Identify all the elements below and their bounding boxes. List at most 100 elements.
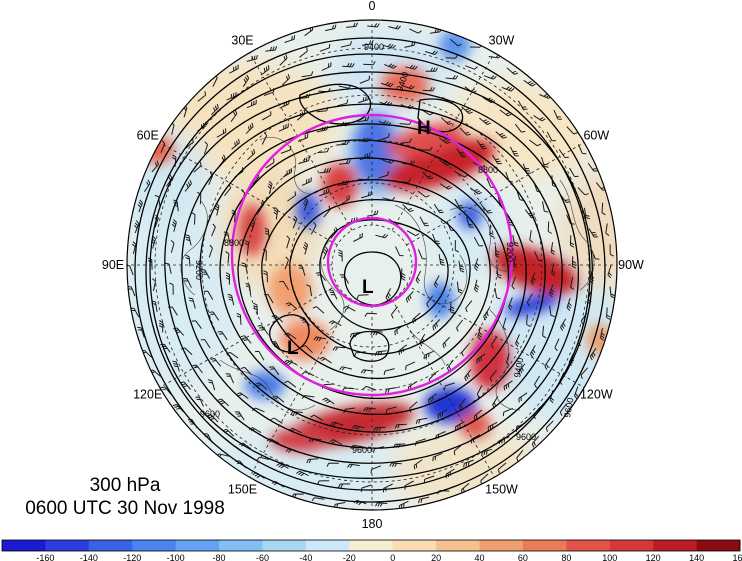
wind-barb [373,426,386,432]
wind-barb [398,500,409,510]
wind-barb [284,256,289,270]
wind-barb [349,331,362,338]
wind-barb [236,312,242,325]
wind-barb [260,65,270,76]
colorbar-tick-label: 20 [431,553,441,561]
wind-barb [357,116,370,123]
meridian-line [159,284,338,388]
wind-barb [279,280,290,291]
colorbar-swatch [609,540,654,551]
contour-label: 9400 [512,357,525,378]
wind-barb [313,336,327,342]
colorbar-swatch [392,540,437,551]
colorbar-tick-label: -140 [80,553,98,561]
wind-barb [164,262,172,274]
wind-barb [531,435,540,448]
wind-barb [180,381,191,390]
colorbar-tick-label: -60 [256,553,269,561]
colorbar-tick-label: 140 [689,553,704,561]
wind-barb [254,350,265,361]
wind-barb [425,50,438,55]
wind-barb [554,338,560,352]
wind-barb [310,414,323,421]
wind-barb [461,106,473,114]
wind-barb [150,235,156,249]
colorbar-swatch [349,540,394,551]
wind-barb [413,459,423,470]
wind-barb [405,361,416,371]
wind-barb [216,128,227,138]
wind-barb [298,156,310,164]
wind-barb [406,230,420,237]
wind-barb [301,177,312,186]
map-disc [126,19,618,511]
wind-barb [137,326,145,338]
wind-barb [170,240,175,253]
wind-barb [173,199,179,212]
wind-barb [508,297,513,311]
wind-barb [456,281,463,294]
wind-barb [208,244,213,258]
wind-barb [506,67,519,75]
longitude-label: 30W [489,34,515,48]
wind-barb [362,385,376,391]
wind-barb [185,254,191,267]
wind-barb [473,409,483,421]
longitude-label: 60W [583,129,609,143]
wind-barb [432,319,441,331]
wind-barb [420,146,433,151]
wind-barb [394,423,407,429]
wind-barb [600,328,605,341]
wind-barb [195,396,204,407]
contour-labels: 9400 9400 8800 8800 9200 9600 9600 9600 … [194,42,575,455]
wind-barb [271,341,281,351]
wind-barb [459,127,471,136]
wind-barb [450,301,455,315]
wind-barb [378,120,392,126]
wind-barb [329,439,343,445]
wind-barb [419,126,433,132]
wind-barb [454,198,464,209]
wind-barb [375,233,389,239]
colorbar-swatch [653,540,698,551]
wind-barb [522,163,531,174]
longitude-label: 0 [369,0,376,13]
wind-barb [229,64,239,74]
meridian-line [159,142,338,246]
wind-barb [512,234,519,247]
wind-barb [319,43,331,52]
wind-barb [319,167,332,174]
contour-label: 9600 [562,397,575,418]
colorbar-swatch [262,540,307,551]
wind-barb [550,242,555,255]
low-center-label: L [362,277,374,298]
wind-barb [276,462,289,469]
wind-barb [588,228,599,238]
wind-barb [191,212,196,225]
wind-barb [390,306,398,319]
wind-barb [526,293,533,307]
wind-barb [217,331,228,341]
wind-barb [322,246,329,260]
wind-barb [152,278,156,291]
wind-barb [242,74,250,87]
wind-barb [483,75,497,80]
longitude-label: 120W [580,388,613,402]
wind-barb [360,369,374,374]
wind-barb [479,117,491,125]
wind-barb [385,406,397,414]
colorbar-swatch [2,540,46,551]
wind-barb [310,221,317,235]
colorbar-swatch [696,540,741,551]
wind-barb [499,109,512,117]
wind-barb [609,244,614,257]
wind-barb [303,197,309,211]
wind-barb [445,54,458,59]
wind-barb [306,458,319,464]
contour-label: 9600 [516,432,536,442]
wind-barb [249,219,256,232]
wind-barb [515,334,520,347]
wind-barb [340,40,352,48]
wind-barb [370,465,381,474]
graticule [127,20,617,510]
